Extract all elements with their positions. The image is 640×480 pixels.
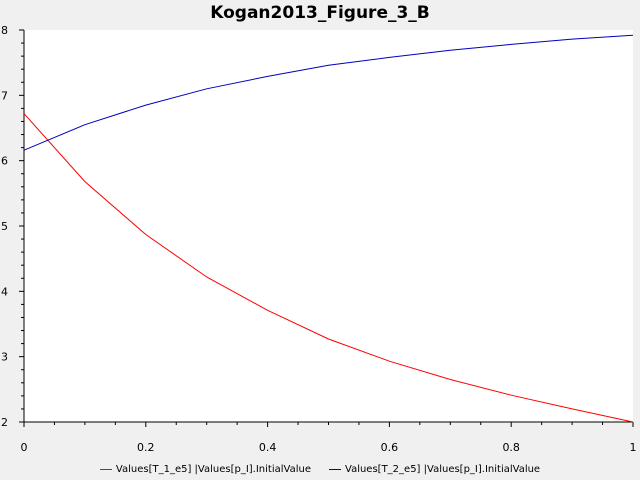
line-chart: 2 3 4 5 6 7 8 0 0.2 0.4 0.6 0.8 1 (1, 24, 637, 454)
legend: Values[T_1_e5] |Values[p_I].InitialValue… (0, 461, 640, 477)
x-tick-label: 0.2 (137, 441, 155, 454)
legend-swatch-series-1 (99, 468, 112, 470)
y-tick-label: 4 (1, 285, 8, 298)
chart-title: Kogan2013_Figure_3_B (210, 3, 430, 23)
y-tick-label: 2 (1, 416, 8, 429)
legend-swatch-series-2 (329, 468, 341, 470)
x-tick-label: 0 (21, 441, 28, 454)
legend-label-series-2: Values[T_2_e5] |Values[p_I].InitialValue (345, 463, 541, 475)
legend-label-series-1: Values[T_1_e5] |Values[p_I].InitialValue (115, 463, 311, 475)
legend-item-series-1: Values[T_1_e5] |Values[p_I].InitialValue (99, 463, 311, 475)
y-tick-label: 8 (1, 24, 8, 37)
x-tick-label: 0.4 (259, 441, 277, 454)
series-line-2 (23, 34, 634, 151)
x-tick-label: 0.8 (502, 441, 520, 454)
y-tick-label: 3 (1, 351, 8, 364)
plot-area (24, 30, 633, 422)
y-tick-label: 6 (1, 155, 8, 168)
legend-item-series-2: Values[T_2_e5] |Values[p_I].InitialValue (329, 464, 540, 475)
series-line-1 (23, 113, 634, 423)
x-tick-label: 0.6 (381, 441, 399, 454)
y-tick-label: 7 (1, 89, 8, 102)
x-tick-label: 1 (630, 441, 637, 454)
y-tick-label: 5 (1, 220, 8, 233)
